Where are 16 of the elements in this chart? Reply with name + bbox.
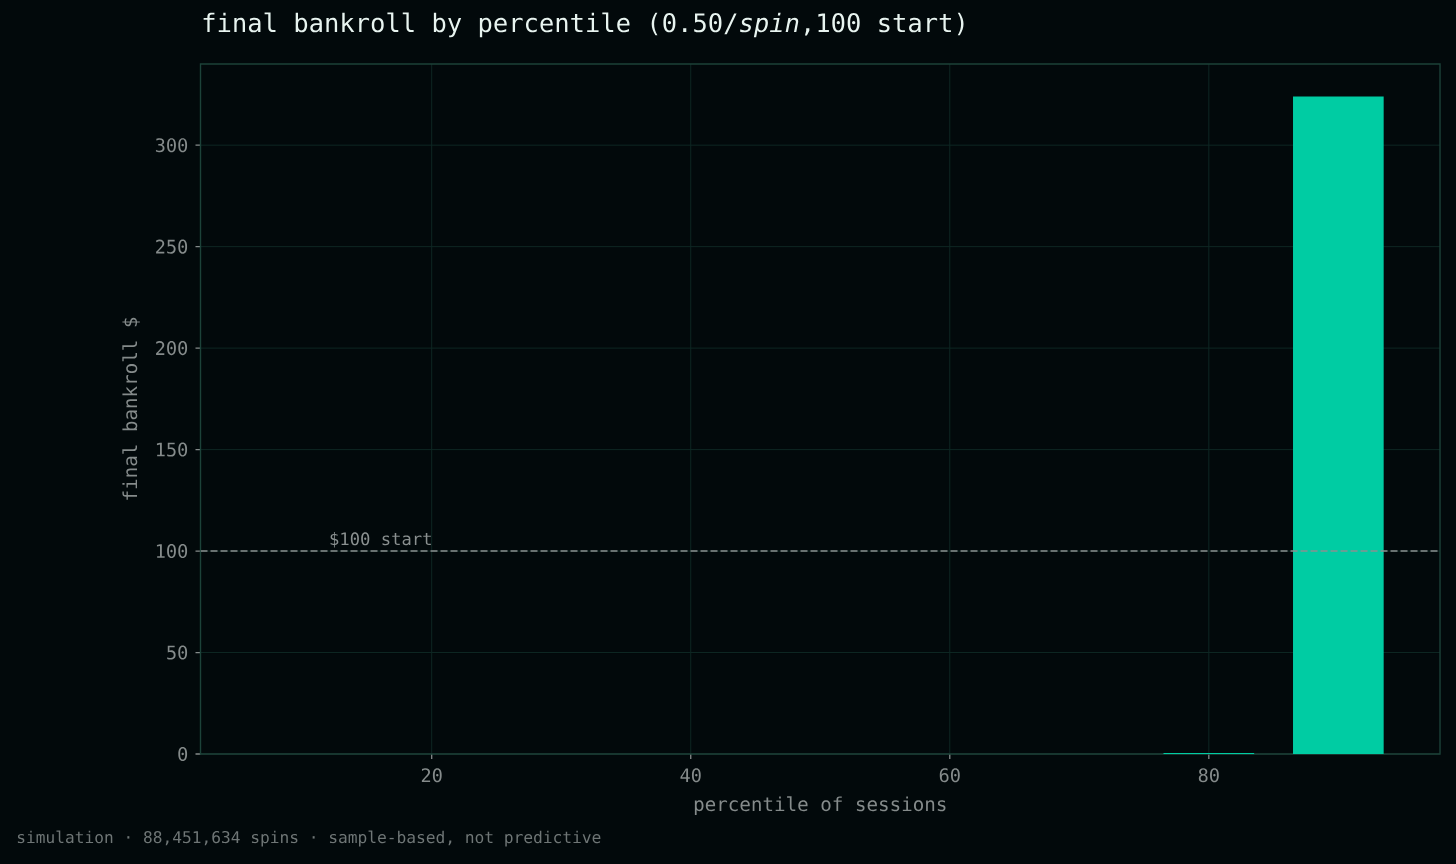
y-tick-label: 50 [167,645,188,660]
ref-line-label: $100 start [330,531,431,548]
y-tick-label: 150 [156,442,188,457]
x-tick-label: 60 [939,768,960,783]
x-tick-label: 20 [421,768,442,783]
y-tick-label: 300 [155,138,188,153]
y-tick-label: 0 [178,746,188,762]
x-axis-title: percentile of sessions [694,796,946,815]
y-tick-label: 100 [156,544,188,559]
y-tick-label: 200 [156,341,188,356]
text: simulation · 88,451,634 spins · sample-based, not predictive [17,830,601,847]
chart-title: final bankroll by percentile (0.50/spin,100 start) [203,12,964,38]
y-tick-label: 250 [156,239,188,254]
y-axis-title: final bankroll $ [122,317,140,500]
x-tick-label: 40 [680,768,701,783]
x-tick-label: 80 [1198,768,1219,783]
